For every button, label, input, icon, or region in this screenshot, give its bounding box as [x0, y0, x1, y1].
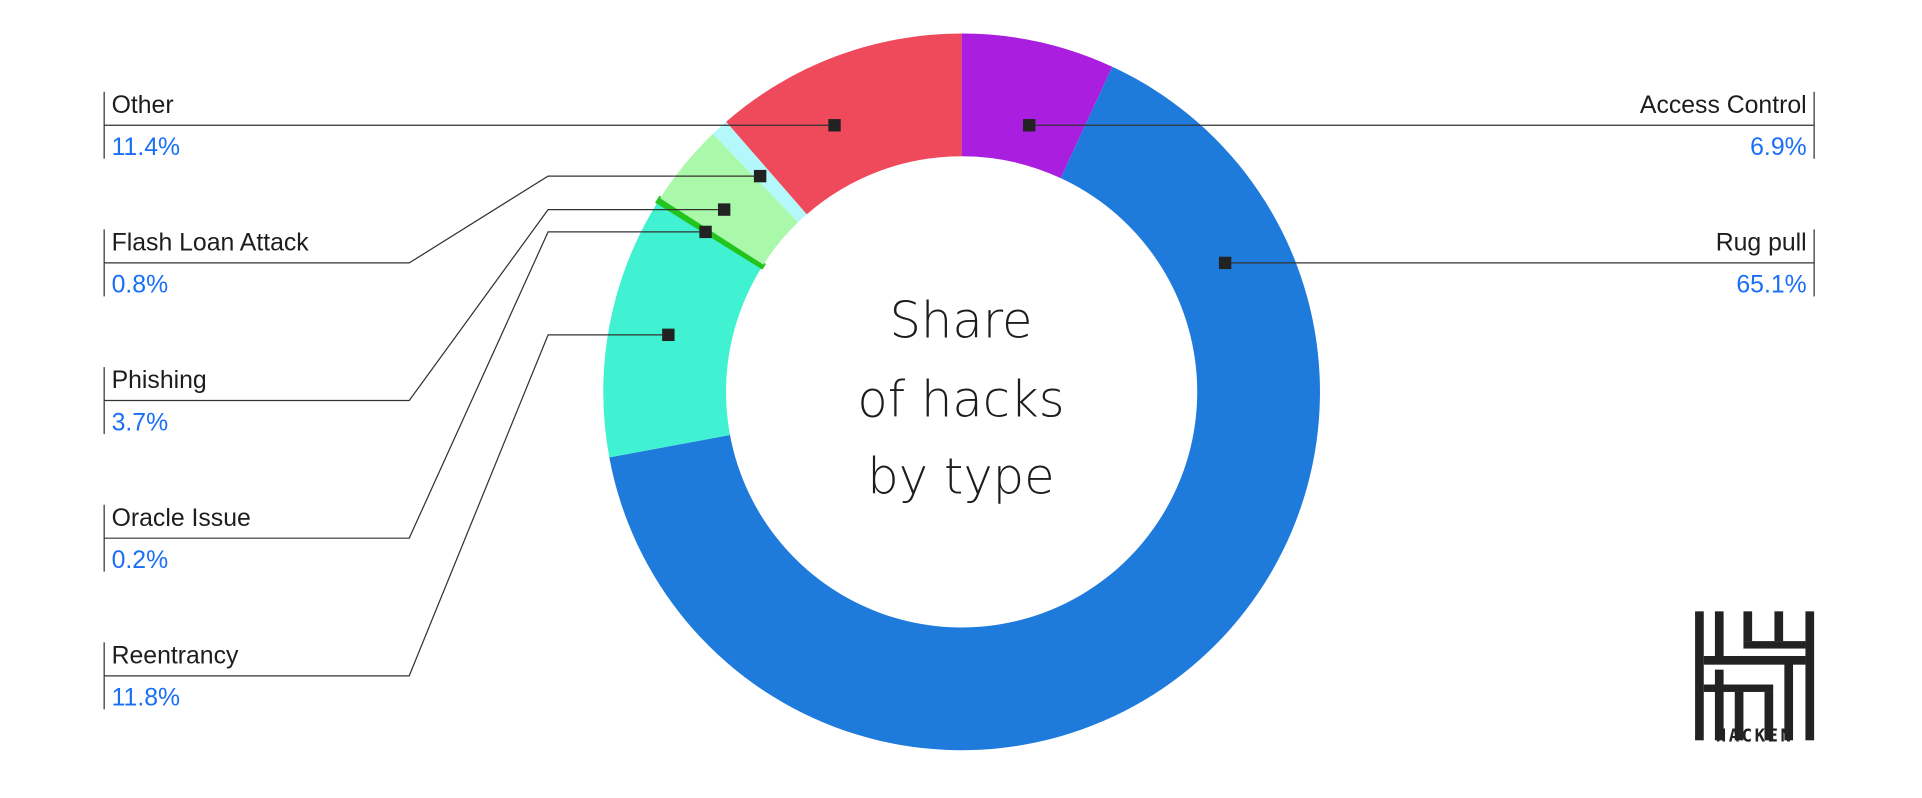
connector-flash-loan-attack: [104, 175, 761, 264]
label-value: 0.8%: [112, 272, 169, 299]
slice-other: [726, 33, 962, 215]
slices: [603, 33, 1320, 751]
marker-access-control: [1023, 119, 1036, 132]
marker-other: [828, 119, 841, 132]
slice-rug-pull: [609, 66, 1320, 751]
center-title-line-3: by type: [867, 448, 1054, 506]
marker-oracle-issue: [699, 225, 712, 239]
label-name: Oracle Issue: [112, 505, 251, 532]
label-name: Access Control: [1640, 92, 1807, 119]
label-other: Other 11.4%: [112, 92, 180, 161]
marker-phishing: [717, 203, 731, 216]
brand-name: HACKEN: [1716, 727, 1794, 747]
label-access-control: Access Control 6.9%: [1640, 92, 1807, 161]
marker-flash-loan-attack: [753, 169, 767, 183]
label-name: Flash Loan Attack: [112, 230, 310, 257]
connector-phishing: [104, 208, 725, 402]
connector-oracle-issue: [104, 231, 706, 539]
marker-reentrancy: [662, 328, 675, 342]
label-rug-pull: Rug pull 65.1%: [1716, 230, 1807, 299]
label-value: 65.1%: [1736, 272, 1806, 299]
label-oracle-issue: Oracle Issue 0.2%: [112, 505, 251, 574]
center-title-line-1: Share: [889, 291, 1032, 349]
slice-access-control: [961, 33, 1113, 179]
connector-reentrancy: [104, 334, 669, 677]
hacken-logo: HACKEN: [1695, 611, 1815, 747]
label-name: Reentrancy: [112, 642, 239, 669]
slice-phishing: [660, 133, 799, 265]
center-title-line-2: of hacks: [857, 371, 1064, 429]
label-name: Rug pull: [1716, 230, 1807, 257]
label-name: Other: [112, 92, 174, 119]
label-value: 6.9%: [1750, 134, 1807, 161]
label-value: 3.7%: [112, 409, 169, 436]
connectors: [103, 91, 1815, 710]
label-value: 11.4%: [112, 134, 180, 161]
label-value: 0.2%: [112, 547, 169, 574]
label-flash-loan-attack: Flash Loan Attack 0.8%: [112, 230, 310, 299]
slice-reentrancy: [603, 202, 762, 458]
label-phishing: Phishing 3.7%: [112, 367, 207, 436]
label-reentrancy: Reentrancy 11.8%: [112, 642, 239, 711]
label-name: Phishing: [112, 367, 207, 394]
marker-rug-pull: [1218, 256, 1232, 270]
label-value: 11.8%: [112, 685, 180, 712]
logo-mark-icon: [1695, 611, 1815, 741]
